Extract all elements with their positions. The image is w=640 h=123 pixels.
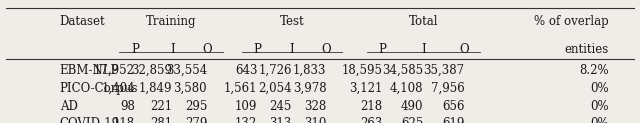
Text: Test: Test <box>280 15 304 28</box>
Text: 18,595: 18,595 <box>342 64 383 77</box>
Text: PICO-Corpus: PICO-Corpus <box>60 82 138 95</box>
Text: 295: 295 <box>185 100 207 113</box>
Text: 221: 221 <box>150 100 173 113</box>
Text: Dataset: Dataset <box>60 15 106 28</box>
Text: 1,404: 1,404 <box>101 82 135 95</box>
Text: P: P <box>379 43 387 56</box>
Text: 109: 109 <box>235 100 257 113</box>
Text: I: I <box>421 43 426 56</box>
Text: 619: 619 <box>442 117 464 123</box>
Text: 1,833: 1,833 <box>292 64 326 77</box>
Text: 33,554: 33,554 <box>166 64 207 77</box>
Text: 4,108: 4,108 <box>390 82 424 95</box>
Text: 245: 245 <box>269 100 292 113</box>
Text: entities: entities <box>564 43 609 56</box>
Text: O: O <box>202 43 212 56</box>
Text: 313: 313 <box>269 117 292 123</box>
Text: 1,726: 1,726 <box>259 64 292 77</box>
Text: 7,956: 7,956 <box>431 82 464 95</box>
Text: 2,054: 2,054 <box>258 82 292 95</box>
Text: O: O <box>460 43 469 56</box>
Text: 132: 132 <box>235 117 257 123</box>
Text: 281: 281 <box>150 117 173 123</box>
Text: 17,952: 17,952 <box>94 64 135 77</box>
Text: AD: AD <box>60 100 77 113</box>
Text: 1,561: 1,561 <box>224 82 257 95</box>
Text: I: I <box>170 43 175 56</box>
Text: 32,859: 32,859 <box>132 64 173 77</box>
Text: 643: 643 <box>235 64 257 77</box>
Text: I: I <box>289 43 294 56</box>
Text: 3,978: 3,978 <box>292 82 326 95</box>
Text: 118: 118 <box>113 117 135 123</box>
Text: 35,387: 35,387 <box>423 64 464 77</box>
Text: 310: 310 <box>304 117 326 123</box>
Text: 3,121: 3,121 <box>349 82 383 95</box>
Text: % of overlap: % of overlap <box>534 15 609 28</box>
Text: 490: 490 <box>401 100 424 113</box>
Text: 98: 98 <box>120 100 135 113</box>
Text: 263: 263 <box>360 117 383 123</box>
Text: 625: 625 <box>401 117 424 123</box>
Text: 8.2%: 8.2% <box>579 64 609 77</box>
Text: 3,580: 3,580 <box>173 82 207 95</box>
Text: COVID-19: COVID-19 <box>60 117 120 123</box>
Text: P: P <box>253 43 261 56</box>
Text: 656: 656 <box>442 100 464 113</box>
Text: Total: Total <box>409 15 438 28</box>
Text: 0%: 0% <box>590 117 609 123</box>
Text: 279: 279 <box>185 117 207 123</box>
Text: 328: 328 <box>304 100 326 113</box>
Text: EBM-NLP: EBM-NLP <box>60 64 119 77</box>
Text: 34,585: 34,585 <box>382 64 424 77</box>
Text: 0%: 0% <box>590 100 609 113</box>
Text: 218: 218 <box>360 100 383 113</box>
Text: P: P <box>131 43 139 56</box>
Text: 0%: 0% <box>590 82 609 95</box>
Text: 1,849: 1,849 <box>139 82 173 95</box>
Text: O: O <box>321 43 331 56</box>
Text: Training: Training <box>146 15 196 28</box>
